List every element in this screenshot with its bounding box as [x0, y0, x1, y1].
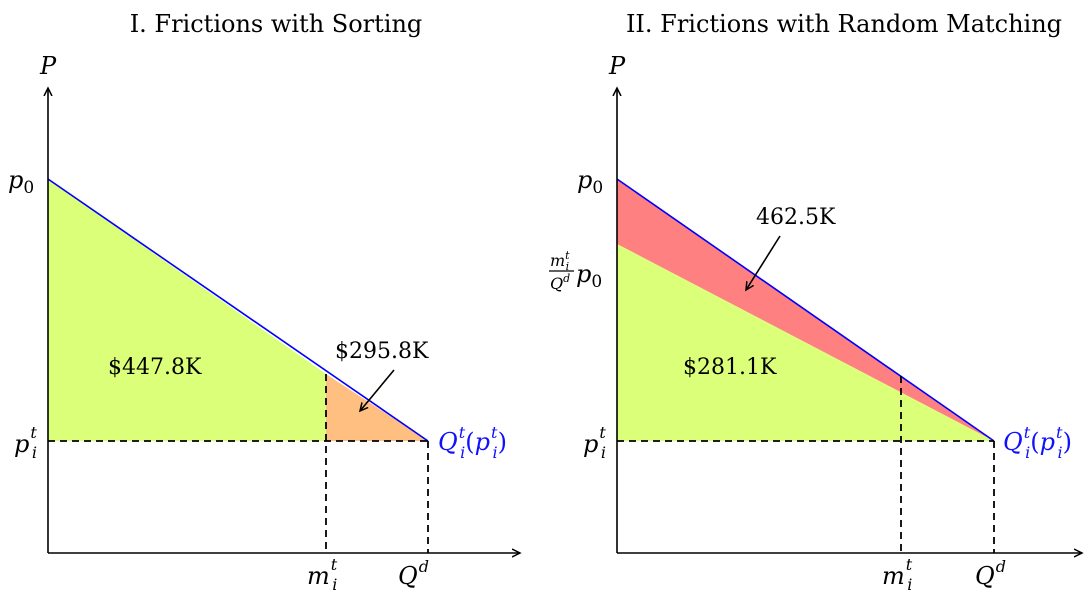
demand-curve [616, 178, 995, 442]
demand-curve [47, 178, 429, 442]
svg-text:mti: mt i [550, 249, 570, 273]
y-axis-label: P [608, 52, 626, 80]
area-main [617, 244, 994, 441]
area-main-value: $281.1K [683, 355, 777, 380]
area-main [48, 179, 326, 441]
svg-text:Qd: Qd [550, 272, 570, 293]
y-axis-label: P [39, 52, 57, 80]
wedge-pointer-arrow [746, 235, 781, 290]
svg-text:p0: p0 [576, 260, 602, 292]
panel-sorting: I. Frictions with Sorting P p0 pt i mt i Q… [8, 10, 520, 594]
triangle-pointer-arrow [360, 369, 395, 411]
curve-label: Qt i(pt i) [438, 423, 507, 462]
curve-label: Qt i(pt i) [1003, 423, 1072, 462]
area-main-value: $447.8K [108, 355, 202, 380]
area-triangle-value: $295.8K [335, 339, 429, 364]
pit-label: pt i [583, 423, 606, 462]
mit-label: mt i [882, 555, 913, 594]
mid-price-label: mt i Qd p0 [549, 249, 602, 293]
area-wedge-value: 462.5K [756, 205, 836, 230]
panel-title: II. Frictions with Random Matching [626, 10, 1062, 38]
p0-label: p0 [8, 166, 34, 198]
pit-label: pt i [14, 423, 37, 462]
qd-label: Qd [398, 557, 429, 590]
p0-label: p0 [577, 166, 603, 198]
panel-title: I. Frictions with Sorting [130, 10, 423, 38]
qd-label: Qd [975, 557, 1006, 590]
mit-label: mt i [307, 555, 338, 594]
panel-random-matching: II. Frictions with Random Matching P p0 … [549, 10, 1082, 594]
